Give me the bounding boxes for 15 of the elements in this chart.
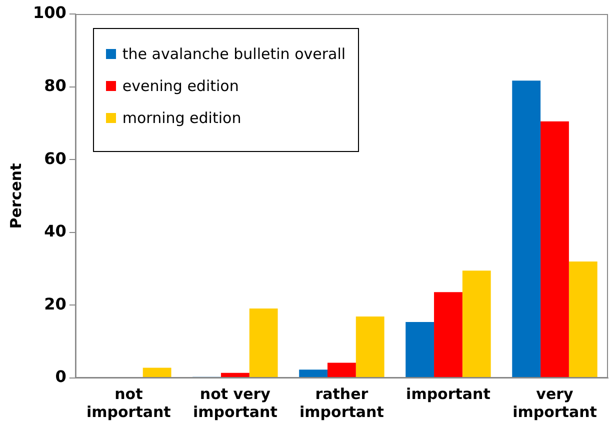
y-tick-label: 40 (44, 222, 66, 241)
y-axis-title: Percent (6, 163, 25, 229)
y-tick-label: 20 (44, 294, 66, 314)
x-tick-label: not very important (193, 384, 278, 421)
x-tick-label: very important (512, 384, 597, 421)
legend-label: morning edition (122, 109, 242, 127)
x-tick-label: rather important (300, 384, 384, 421)
y-tick-label: 80 (44, 76, 66, 95)
x-tick-label: not important (86, 384, 171, 421)
y-tick-label: 100 (32, 3, 66, 22)
legend-label: the avalanche bulletin overall (122, 45, 346, 63)
y-tick-label: 60 (44, 148, 66, 168)
y-tick-label: 0 (55, 367, 66, 386)
x-tick-label: important (406, 384, 490, 403)
legend-label: evening edition (122, 77, 239, 95)
